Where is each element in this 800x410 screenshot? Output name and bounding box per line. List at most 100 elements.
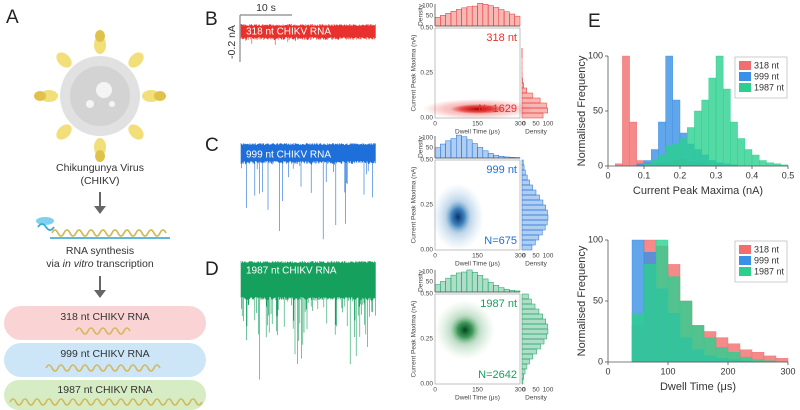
marginal-bar (440, 281, 446, 293)
construct-box (4, 343, 206, 377)
density-core (445, 200, 471, 234)
histogram-bar (715, 55, 724, 167)
density-tick-label: 0 (522, 387, 526, 394)
x-tick-label: 0 (433, 121, 437, 128)
current-trace (240, 143, 376, 240)
legend-label: 318 nt (754, 60, 780, 70)
marginal-bar (521, 179, 530, 186)
marginal-bar (521, 343, 541, 350)
marginal-bar (521, 164, 525, 171)
event-count: N=1629 (478, 103, 517, 115)
marginal-bar (493, 7, 499, 27)
density-tick-label: 100 (422, 3, 433, 10)
histogram-bar (766, 162, 774, 167)
construct-label: 999 nt CHIKV RNA (60, 348, 149, 360)
y-tick-label: 0.50 (420, 291, 433, 298)
marginal-bar (521, 159, 524, 166)
marginal-bar (521, 373, 524, 380)
x-tick-label: 0.4 (746, 170, 759, 180)
x-tick-label: 300 (515, 387, 526, 394)
y-tick-label: 0.00 (420, 381, 433, 388)
rna-wave (9, 327, 203, 406)
histogram-bar (715, 347, 729, 363)
marginal-bar (521, 82, 524, 89)
marginal-bar (487, 282, 494, 293)
virus-name: Chikungunya Virus (56, 162, 144, 174)
density-tick-label: 100 (422, 135, 433, 142)
histogram-bar (667, 276, 681, 363)
histogram-bar (687, 127, 695, 167)
histogram-bar (679, 138, 688, 167)
density-tick-label: 100 (422, 269, 433, 276)
marginal-bar (493, 285, 499, 293)
y-tick-label: 0.50 (420, 25, 433, 32)
marginal-bar (521, 199, 544, 206)
virus-icon (34, 30, 166, 162)
panel-label: D (205, 259, 219, 280)
legend-label: 318 nt (754, 244, 780, 254)
marginal-bar (477, 3, 484, 27)
scale-bar (239, 14, 292, 62)
x-tick-label: 150 (472, 387, 483, 394)
marginal-bar (521, 194, 540, 201)
marginal-bar (471, 143, 478, 159)
x-tick-label: 100 (660, 366, 675, 376)
marginal-bar (477, 275, 484, 293)
marginal-bar (521, 189, 537, 196)
x-tick-label: 150 (472, 121, 483, 128)
marginal-bar (521, 92, 533, 99)
marginal-bar (521, 313, 543, 320)
marginal-bar (503, 288, 510, 293)
histogram-bar (727, 352, 741, 363)
density-tick-label: 50 (426, 279, 434, 286)
histogram-bar (665, 145, 673, 167)
histogram-bar (694, 110, 702, 167)
histogram-bar (655, 239, 669, 363)
x-tick-label: 0.3 (710, 170, 723, 180)
y-axis-label: Normalised Frequency (576, 245, 588, 356)
legend-swatch (739, 267, 751, 276)
histogram-bar (744, 149, 753, 167)
marginal-bar (521, 244, 533, 251)
x-tick-label: 0 (433, 253, 437, 260)
marginal-bar (445, 13, 452, 27)
marginal-bar (521, 224, 546, 231)
histogram-bar (629, 121, 637, 167)
marginal-bar (445, 140, 452, 159)
marginal-bar (456, 272, 462, 293)
marginal-bar (498, 9, 505, 27)
marginal-bar (521, 239, 536, 246)
histogram-bar (737, 138, 745, 167)
marginal-bar (521, 174, 528, 181)
density-label: Density (418, 3, 425, 25)
histogram-bar (651, 160, 659, 167)
histogram-bar (691, 325, 705, 363)
marginal-bar (456, 9, 462, 27)
y-tick-label: 100 (588, 50, 603, 60)
marginal-bar (434, 17, 441, 27)
y-tick-label: 0.00 (420, 115, 433, 122)
legend-swatch (739, 245, 751, 254)
scale-current: -0.2 nA (226, 25, 238, 59)
marginal-bar (450, 11, 457, 27)
marginal-bar (521, 363, 528, 370)
marginal-bar (521, 378, 524, 385)
rna-synthesis-icon (36, 217, 170, 239)
marginal-bar (493, 154, 499, 159)
y-tick-label: 50 (593, 295, 603, 305)
marginal-bar (521, 338, 545, 345)
marginal-bar (487, 153, 494, 159)
marginal-bar (521, 87, 527, 94)
marginal-bar (521, 298, 532, 305)
density-tick-label: 50 (532, 253, 540, 260)
histogram-bar (701, 99, 709, 167)
event-count: N=2642 (478, 369, 517, 381)
x-axis-label: Dwell Time (μs) (455, 261, 500, 268)
density-label: Density (525, 395, 547, 402)
marginal-bar (466, 269, 473, 293)
x-tick-label: 0 (433, 387, 437, 394)
density-label: Density (525, 129, 547, 136)
marginal-bar (521, 234, 540, 241)
marginal-bar (440, 143, 446, 159)
marginal-bar (514, 15, 521, 27)
